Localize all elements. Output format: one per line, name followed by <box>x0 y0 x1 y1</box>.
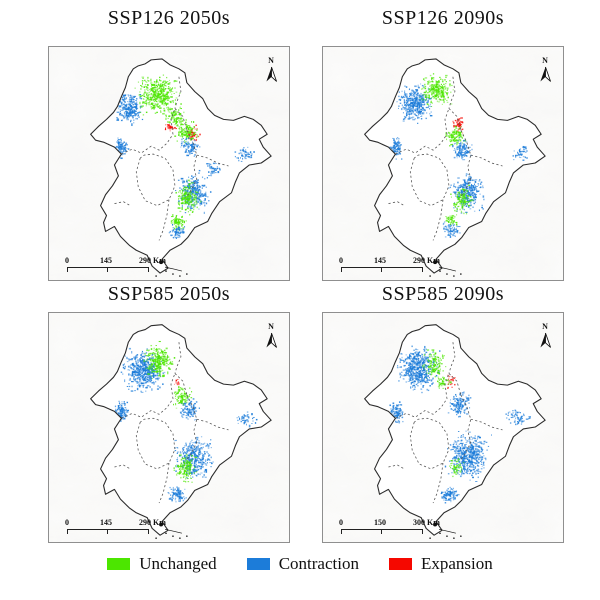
north-arrow-icon <box>265 332 277 348</box>
north-arrow: N <box>537 323 553 349</box>
scale-label-end: 290 Km <box>413 256 440 265</box>
scale-label-0: 0 <box>65 518 69 527</box>
scale-bar-ruler <box>341 267 423 273</box>
legend-swatch-contraction <box>246 558 270 570</box>
scale-bar-ruler <box>67 529 149 535</box>
panel-title-ssp126-2050s: SSP126 2050s <box>107 7 231 29</box>
map-panel-ssp126-2090s: N 0 145 290 Km <box>322 46 564 281</box>
panel-title-ssp585-2050s: SSP585 2050s <box>107 283 231 305</box>
scale-bar-labels: 0 145 290 Km <box>65 518 166 527</box>
north-arrow-icon <box>539 66 551 82</box>
map-canvas <box>323 313 563 542</box>
north-arrow-icon <box>539 332 551 348</box>
scale-bar: 0 145 290 Km <box>65 518 166 535</box>
legend-item-unchanged: Unchanged <box>107 554 217 574</box>
scale-label-mid: 145 <box>374 256 386 265</box>
north-arrow: N <box>263 323 279 349</box>
scale-bar-labels: 0 150 300 Km <box>339 518 440 527</box>
scale-label-0: 0 <box>65 256 69 265</box>
legend-item-contraction: Contraction <box>246 554 359 574</box>
scale-label-mid: 145 <box>100 256 112 265</box>
scale-label-mid: 150 <box>374 518 386 527</box>
scale-bar-ruler <box>341 529 423 535</box>
map-panel-ssp585-2090s: N 0 150 300 Km <box>322 312 564 543</box>
north-arrow-label: N <box>542 56 548 65</box>
scale-bar-labels: 0 145 290 Km <box>339 256 440 265</box>
legend-label-expansion: Expansion <box>420 554 493 573</box>
scale-label-0: 0 <box>339 518 343 527</box>
scale-bar-ruler <box>67 267 149 273</box>
map-canvas <box>49 47 289 280</box>
map-canvas <box>49 313 289 542</box>
scale-bar: 0 150 300 Km <box>339 518 440 535</box>
scale-bar: 0 145 290 Km <box>65 256 166 273</box>
legend-label-contraction: Contraction <box>278 554 359 573</box>
panel-title-ssp585-2090s: SSP585 2090s <box>381 283 505 305</box>
north-arrow-label: N <box>542 322 548 331</box>
north-arrow-label: N <box>268 322 274 331</box>
legend-swatch-expansion <box>388 558 412 570</box>
north-arrow: N <box>537 57 553 83</box>
scale-label-end: 290 Km <box>139 256 166 265</box>
scale-label-0: 0 <box>339 256 343 265</box>
north-arrow: N <box>263 57 279 83</box>
legend: Unchanged Contraction Expansion <box>0 554 600 574</box>
legend-item-expansion: Expansion <box>388 554 493 574</box>
scale-bar: 0 145 290 Km <box>339 256 440 273</box>
legend-label-unchanged: Unchanged <box>139 554 217 573</box>
panel-title-ssp126-2090s: SSP126 2090s <box>381 7 505 29</box>
north-arrow-icon <box>265 66 277 82</box>
map-panel-ssp126-2050s: N 0 145 290 Km <box>48 46 290 281</box>
map-canvas <box>323 47 563 280</box>
scale-bar-labels: 0 145 290 Km <box>65 256 166 265</box>
scale-label-end: 290 Km <box>139 518 166 527</box>
map-panel-ssp585-2050s: N 0 145 290 Km <box>48 312 290 543</box>
scale-label-end: 300 Km <box>413 518 440 527</box>
legend-swatch-unchanged <box>107 558 131 570</box>
scale-label-mid: 145 <box>100 518 112 527</box>
north-arrow-label: N <box>268 56 274 65</box>
